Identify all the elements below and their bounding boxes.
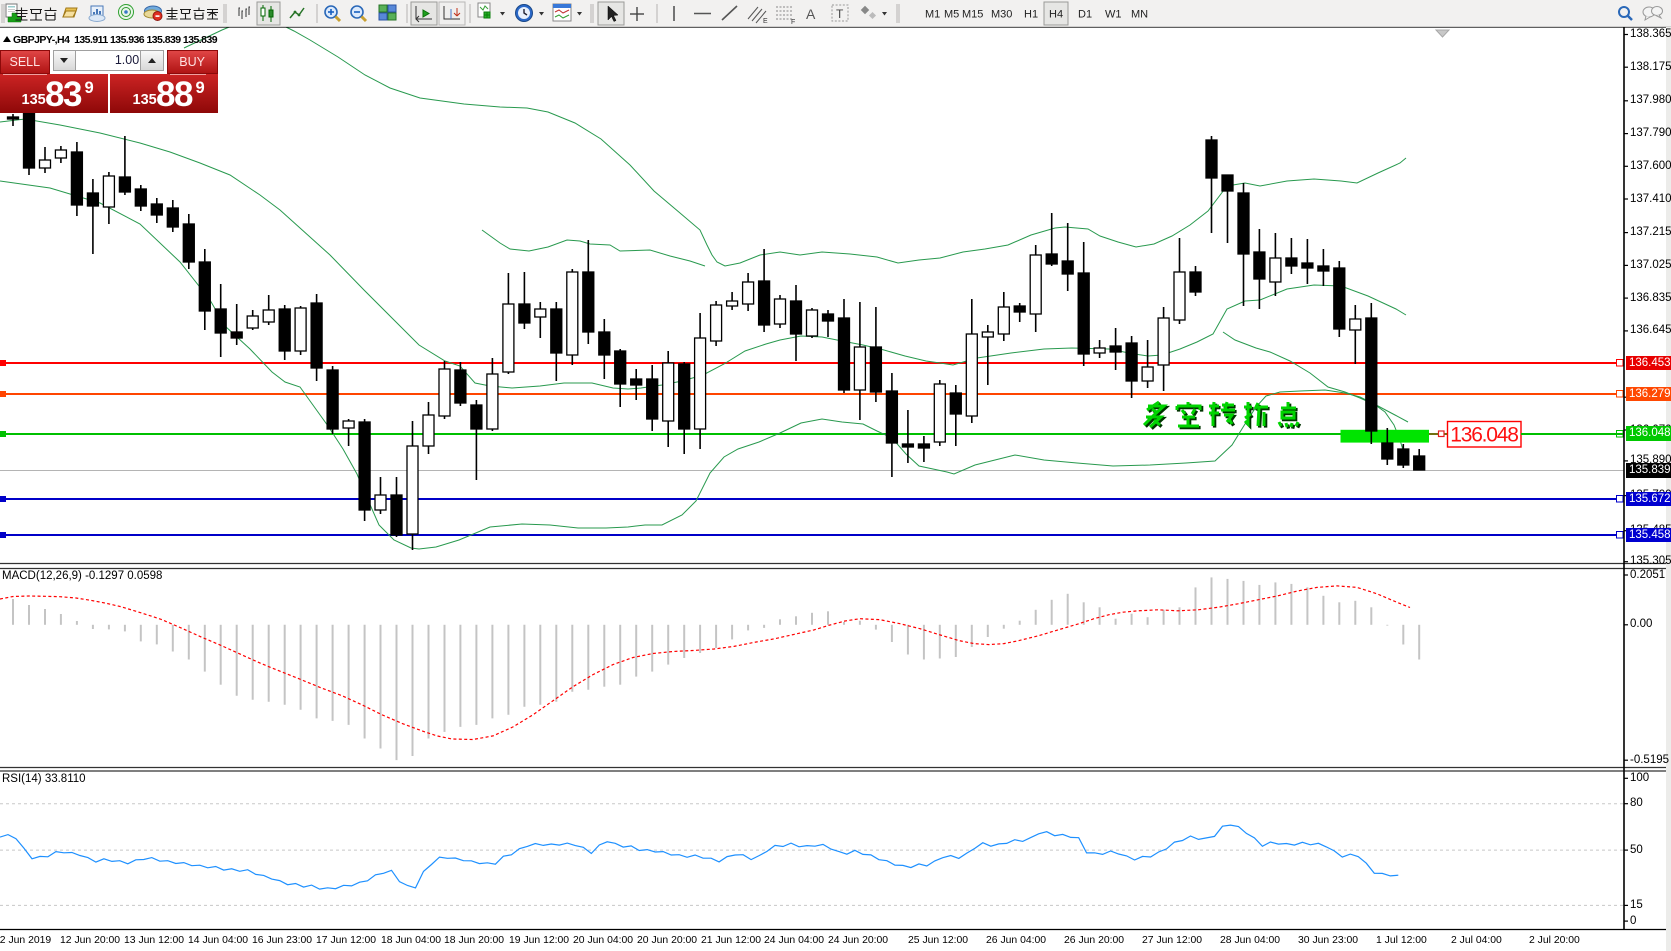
svg-text:H4: H4 bbox=[1049, 9, 1063, 21]
svg-text:H1: H1 bbox=[1024, 9, 1038, 21]
svg-text:M30: M30 bbox=[991, 9, 1012, 21]
svg-text:D1: D1 bbox=[1078, 9, 1092, 21]
svg-text:F: F bbox=[791, 19, 795, 26]
svg-text:E: E bbox=[763, 18, 768, 25]
svg-text:A: A bbox=[806, 6, 816, 22]
svg-text:T: T bbox=[836, 7, 844, 21]
svg-text:M5: M5 bbox=[944, 9, 959, 21]
svg-text:M1: M1 bbox=[925, 9, 940, 21]
svg-text:W1: W1 bbox=[1105, 9, 1122, 21]
svg-text:M15: M15 bbox=[962, 9, 983, 21]
svg-text:136.048: 136.048 bbox=[1450, 424, 1518, 447]
svg-text:MN: MN bbox=[1131, 9, 1148, 21]
